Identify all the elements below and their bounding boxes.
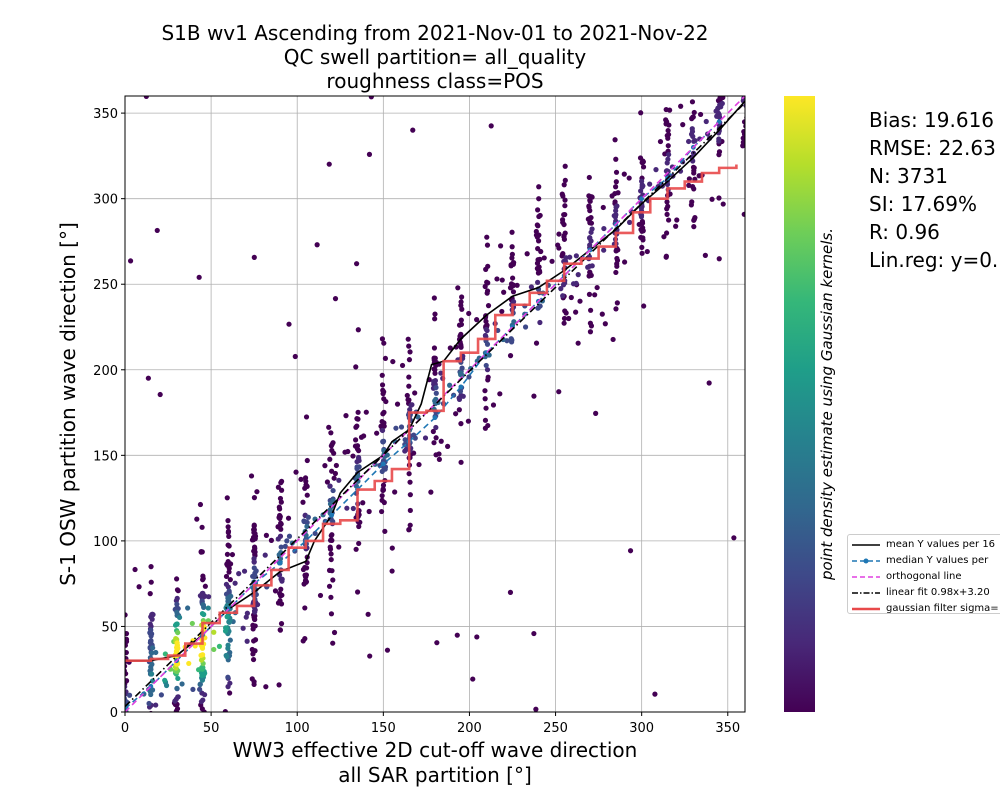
x-tick-label: 350 [715,721,740,736]
colorbar-label: point density estimate using Gaussian ke… [818,228,836,581]
chart-title-line-1: S1B wv1 Ascending from 2021-Nov-01 to 20… [161,21,709,45]
y-tick-label: 350 [93,107,118,122]
legend-entry-median: median Y values per [852,553,1000,569]
median-point [329,512,335,518]
x-axis-label-line-1: WW3 effective 2D cut-off wave direction [233,738,638,762]
x-tick-label: 200 [457,721,482,736]
stat-si: SI: 17.69% [869,192,977,216]
series-line-4 [125,102,745,708]
median-point [432,415,438,421]
stat-bias: Bias: 19.616 [869,108,995,132]
legend-entry-mean: mean Y values per 16 [852,537,1000,553]
stat-rmse: RMSE: 22.63 [869,136,996,160]
series-line-1 [125,100,745,662]
chart-title-line-2: QC swell partition= all_quality [283,45,587,69]
median-point [458,384,464,390]
legend-label-orthogonal: orthogonal line [886,571,962,582]
median-point [380,461,386,467]
stats-box: Bias: 19.616 RMSE: 22.63 N: 3731 SI: 17.… [869,106,998,274]
y-tick-label: 200 [93,364,118,379]
series-lines [125,96,745,712]
legend-entry-orthogonal: orthogonal line [852,569,1000,585]
x-tick-label: 300 [629,721,654,736]
series-line-3 [125,96,745,712]
legend-entry-gaussian: gaussian filter sigma= [852,601,1000,614]
median-point [277,560,283,566]
y-tick-label: 50 [101,620,118,635]
plot-frame [124,95,746,713]
stat-r: R: 0.96 [869,220,940,244]
scatter-points [125,96,745,712]
x-tick-label: 0 [121,721,129,736]
x-tick-label: 250 [543,721,568,736]
chart-title-line-3: roughness class=POS [326,69,544,93]
y-axis-ticks: 0 50 100 150 200 250 300 350 [93,107,125,721]
y-tick-label: 300 [93,193,118,208]
legend: mean Y values per 16 median Y values per… [847,534,1000,614]
y-tick-label: 150 [93,449,118,464]
x-tick-label: 150 [371,721,396,736]
x-axis-label-line-2: all SAR partition [°] [338,763,532,787]
legend-entry-linear-fit: linear fit 0.98x+3.20 [852,585,1000,601]
legend-label-median: median Y values per [886,555,989,566]
legend-label-mean: mean Y values per 16 [886,539,996,550]
y-tick-label: 0 [110,706,118,721]
series-line-5 [125,164,738,662]
x-tick-label: 50 [203,721,220,736]
x-tick-label: 100 [285,721,310,736]
stat-linreg: Lin.reg: y=0. [869,248,999,272]
y-tick-label: 100 [93,535,118,550]
legend-label-linear-fit: linear fit 0.98x+3.20 [886,587,990,598]
y-tick-label: 250 [93,278,118,293]
colorbar [784,96,815,712]
x-axis-ticks: 0 50 100 150 200 250 300 350 [121,712,740,736]
stat-n: N: 3731 [869,164,948,188]
y-axis-label: S-1 OSW partition wave direction [°] [56,222,80,586]
legend-label-gaussian: gaussian filter sigma= [886,603,999,614]
